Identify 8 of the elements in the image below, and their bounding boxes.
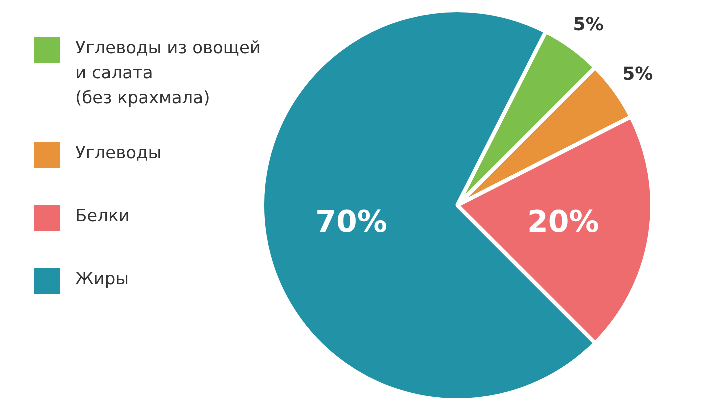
legend-label: Жиры [76, 270, 130, 290]
legend-label: Углеводы из овощей и салата (без крахмала) [76, 38, 261, 108]
data-label: 70% [316, 204, 388, 240]
data-label: 5% [573, 14, 604, 36]
legend-label: Белки [76, 206, 130, 226]
data-label: 5% [622, 64, 654, 85]
legend-label: Углеводы [76, 144, 162, 164]
data-label: 20% [528, 204, 600, 240]
